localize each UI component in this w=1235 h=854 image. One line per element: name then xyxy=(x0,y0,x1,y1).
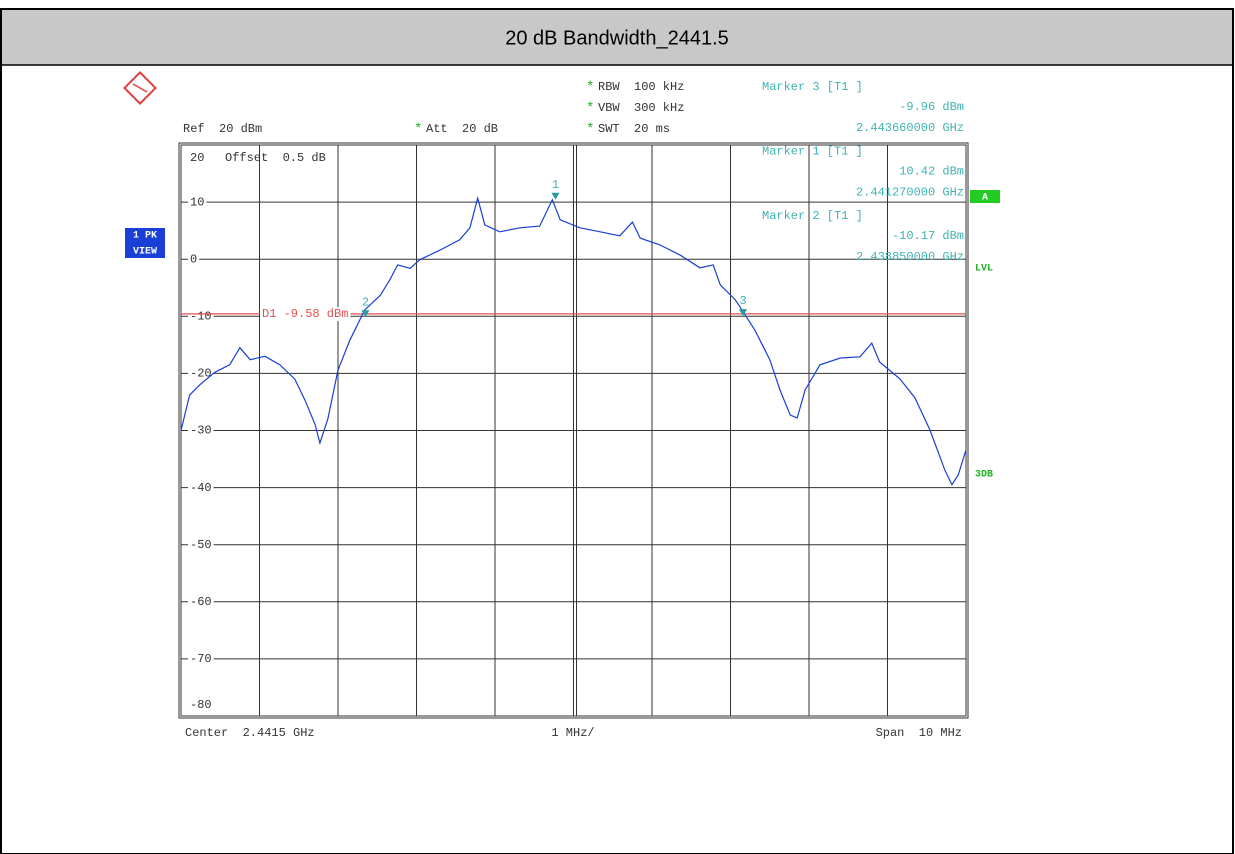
attenuation: Att 20 dB xyxy=(426,122,498,136)
y-tick-label: -20 xyxy=(190,367,212,381)
marker-name: Marker 1 [T1 ] xyxy=(762,145,863,159)
setting: SWT 20 ms xyxy=(598,122,670,136)
marker xyxy=(361,310,370,318)
y-tick-label: -30 xyxy=(190,424,212,438)
tick-label-bg xyxy=(188,423,214,438)
y-tick-label: -40 xyxy=(190,481,212,495)
marker-name: Marker 3 [T1 ] xyxy=(762,80,863,94)
display-line-label: D1 -9.58 dBm xyxy=(262,307,348,321)
y-tick-label: 10 xyxy=(190,195,204,209)
marker-freq: 2.441270000 GHz xyxy=(856,186,964,200)
tick-label-bg xyxy=(188,366,214,381)
marker-number: 3 xyxy=(739,294,746,308)
y-tick-label: -10 xyxy=(190,309,212,323)
db-label: 3DB xyxy=(975,470,993,481)
tick-label-bg xyxy=(188,480,214,495)
marker-name: Marker 2 [T1 ] xyxy=(762,209,863,223)
y-tick-label: -60 xyxy=(190,595,212,609)
att-flag: * xyxy=(414,122,422,138)
marker-freq: 2.443660000 GHz xyxy=(856,121,964,135)
division: 1 MHz/ xyxy=(551,726,594,740)
setting-flag: * xyxy=(586,101,594,117)
chart-title: 20 dB Bandwidth_2441.5 xyxy=(505,27,729,49)
tick-label-bg xyxy=(188,652,214,667)
setting: RBW 100 kHz xyxy=(598,80,684,94)
setting-flag: * xyxy=(586,80,594,96)
offset: Offset 0.5 dB xyxy=(225,151,326,165)
trace-label: 1 PK xyxy=(133,231,157,242)
trace-box xyxy=(125,228,165,258)
marker-value: -9.96 dBm xyxy=(899,100,964,114)
marker-value: 10.42 dBm xyxy=(899,165,964,179)
y-tick-label: -70 xyxy=(190,652,212,666)
trace xyxy=(180,195,967,486)
mode-label: VIEW xyxy=(133,247,157,258)
marker-number: 2 xyxy=(362,295,369,309)
setting-flag: * xyxy=(586,122,594,138)
tick-label-bg xyxy=(188,252,200,267)
lvl-label: LVL xyxy=(975,264,993,275)
setting: VBW 300 kHz xyxy=(598,101,684,115)
y-tick-label: -50 xyxy=(190,538,212,552)
a-label: A xyxy=(982,193,988,204)
tick-label-bg xyxy=(188,309,214,324)
tick-label-bg xyxy=(188,195,207,210)
y-tick-label: 20 xyxy=(190,151,204,165)
plot-outer xyxy=(178,142,969,719)
span: Span 10 MHz xyxy=(876,726,962,740)
display-label-bg xyxy=(260,307,351,322)
title-band xyxy=(2,10,1232,65)
y-tick-label: -80 xyxy=(190,698,212,712)
rs-logo xyxy=(123,71,157,105)
ref-level: Ref 20 dBm xyxy=(183,122,262,136)
tick-label-bg xyxy=(188,537,214,552)
tick-label-bg xyxy=(188,594,214,609)
y-tick-label: 0 xyxy=(190,252,197,266)
marker xyxy=(551,192,560,200)
center-freq: Center 2.4415 GHz xyxy=(185,726,315,740)
a-box xyxy=(970,190,1000,203)
marker-freq: 2.438850000 GHz xyxy=(856,250,964,264)
marker-number: 1 xyxy=(552,178,559,192)
marker xyxy=(739,309,748,317)
marker-value: -10.17 dBm xyxy=(892,229,964,243)
